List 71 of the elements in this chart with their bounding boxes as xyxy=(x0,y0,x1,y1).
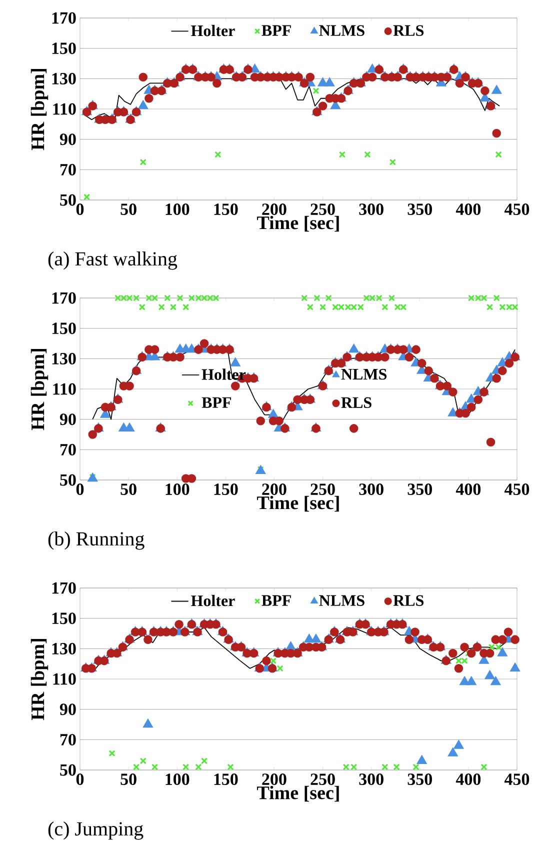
y-tick-label: 70 xyxy=(60,164,76,176)
y-tick-label: 110 xyxy=(53,103,76,115)
x-tick-label: 200 xyxy=(262,774,286,786)
y-tick-label: 110 xyxy=(53,383,76,395)
x-tick-label: 100 xyxy=(166,774,190,786)
x-tick-label: 100 xyxy=(166,204,190,216)
y-axis-title: HR [bpm] xyxy=(30,639,48,720)
y-tick-label: 70 xyxy=(60,734,76,746)
x-tick-label: 200 xyxy=(262,484,286,496)
x-tick-label: 50 xyxy=(120,484,136,496)
y-tick-label: 110 xyxy=(53,673,76,685)
y-tick-label: 130 xyxy=(52,352,76,364)
y-tick-label: 70 xyxy=(60,444,76,456)
y-tick-label: 170 xyxy=(52,582,76,594)
x-axis-title: Time [sec] xyxy=(257,786,339,802)
y-tick-label: 50 xyxy=(60,764,76,776)
x-tick-label: 0 xyxy=(76,204,84,216)
y-tick-label: 90 xyxy=(60,134,76,146)
text: (b) Running xyxy=(48,532,144,550)
x-tick-label: 150 xyxy=(214,204,238,216)
y-tick-label: 50 xyxy=(60,194,76,206)
y-axis-title: HR [bpm] xyxy=(30,69,48,150)
x-tick-label: 350 xyxy=(408,484,432,496)
legend-label: Holter xyxy=(191,24,235,36)
x-tick-label: 250 xyxy=(310,204,335,216)
x-tick-label: 450 xyxy=(504,204,530,216)
legend-label: Holter xyxy=(191,594,235,606)
y-tick-label: 150 xyxy=(52,612,76,624)
x-axis-title: Time [sec] xyxy=(257,216,339,232)
legend-label: RLS xyxy=(393,25,424,36)
x-tick-label: 350 xyxy=(408,774,432,786)
x-tick-label: 450 xyxy=(504,774,530,786)
x-tick-label: 300 xyxy=(359,204,384,216)
y-tick-label: 150 xyxy=(52,42,76,54)
x-tick-label: 200 xyxy=(262,204,286,216)
x-tick-label: 300 xyxy=(359,484,384,496)
x-tick-label: 400 xyxy=(456,774,481,786)
y-tick-label: 50 xyxy=(60,474,76,486)
x-axis-title: Time [sec] xyxy=(257,496,339,512)
series-label: NLMS xyxy=(319,595,364,606)
y-axis-title: HR [bpm] xyxy=(30,349,48,430)
x-tick-label: 450 xyxy=(504,484,530,496)
y-tick-label: 90 xyxy=(60,704,76,716)
text: (a) Fast walking xyxy=(48,252,178,270)
x-tick-label: 0 xyxy=(76,774,84,786)
x-tick-label: 0 xyxy=(76,484,84,496)
x-tick-label: 400 xyxy=(456,204,481,216)
legend-label: NLMS xyxy=(341,368,387,380)
legend-label: RLS xyxy=(393,595,424,606)
x-tick-label: 350 xyxy=(408,204,432,216)
x-tick-label: 50 xyxy=(120,204,136,216)
y-tick-label: 150 xyxy=(52,322,76,334)
x-tick-label: 300 xyxy=(359,774,384,786)
x-tick-label: 400 xyxy=(456,484,481,496)
series-label: NLMS xyxy=(319,25,364,36)
x-tick-label: 50 xyxy=(120,774,136,786)
y-tick-label: 170 xyxy=(52,292,76,304)
legend-label: BPF xyxy=(202,397,231,408)
legend-label: RLS xyxy=(341,397,372,408)
y-tick-label: 170 xyxy=(52,12,76,24)
x-tick-label: 250 xyxy=(310,774,335,786)
x-tick-label: 150 xyxy=(214,484,238,496)
y-tick-label: 130 xyxy=(52,642,76,654)
x-tick-label: 250 xyxy=(310,484,335,496)
legend-label: BPF xyxy=(262,595,291,606)
text: (c) Jumping xyxy=(48,822,144,840)
x-tick-label: 150 xyxy=(214,774,238,786)
y-tick-label: 90 xyxy=(60,414,76,426)
legend-label: BPF xyxy=(262,25,291,36)
y-tick-label: 130 xyxy=(52,72,76,84)
x-tick-label: 100 xyxy=(166,484,190,496)
